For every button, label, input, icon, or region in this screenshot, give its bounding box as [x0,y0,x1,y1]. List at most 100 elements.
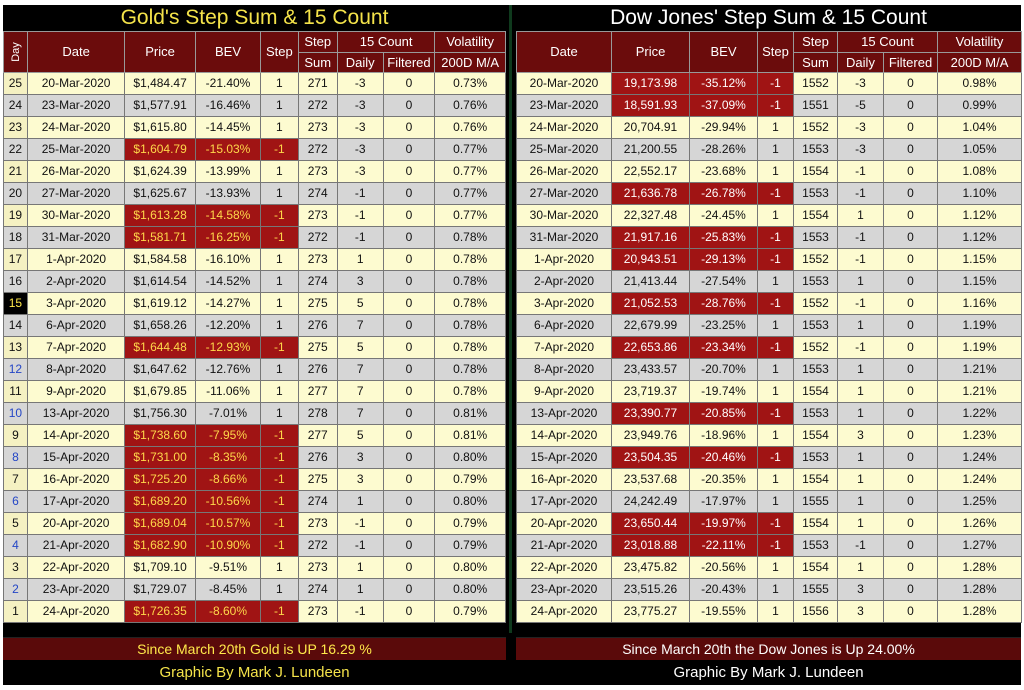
vol-cell: 1.28% [937,578,1023,601]
step-cell: 1 [260,358,299,381]
filtered-cell: 0 [382,72,436,95]
date-cell: 15-Apr-2020 [516,446,612,469]
day-cell: 3 [3,556,28,579]
sum-cell: 275 [297,292,338,315]
date-cell: 8-Apr-2020 [26,358,126,381]
gold-header-volatility-2: 200D M/A [434,52,506,73]
vol-cell: 0.80% [434,556,506,579]
gold-body: 25 20-Mar-2020 $1,484.47 -21.40% 1 271 -3 0 0.73… [3,72,506,623]
gold-header-stepsum-2: Sum [297,52,338,73]
vol-cell: 0.78% [434,336,506,359]
dow-row: 15-Apr-2020 23,504.35 -20.46% -1 1553 1 0 1.24% [516,446,1023,469]
step-cell: 1 [757,270,794,293]
vol-cell: 1.16% [937,292,1023,315]
day-cell: 20 [3,182,28,205]
sum-cell: 278 [297,402,338,425]
filtered-cell: 0 [382,380,436,403]
bev-cell: -35.12% [689,72,758,95]
bev-cell: -17.97% [689,490,758,513]
bev-cell: -27.54% [689,270,758,293]
gold-row: 14 6-Apr-2020 $1,658.26 -12.20% 1 276 7 0 0.78% [3,314,506,337]
gold-panel: Gold's Step Sum & 15 Count Day Date Pric… [3,5,506,685]
sum-cell: 1554 [793,512,838,535]
date-cell: 20-Apr-2020 [516,512,612,535]
dow-header-daily: Daily [837,52,884,73]
filtered-cell: 0 [382,116,436,139]
day-cell: 5 [3,512,28,535]
bev-cell: -28.76% [689,292,758,315]
day-cell: 11 [3,380,28,403]
gold-row: 23 24-Mar-2020 $1,615.80 -14.45% 1 273 -3 0 0.76… [3,116,506,139]
dow-row: 22-Apr-2020 23,475.82 -20.56% 1 1554 1 0 1.28% [516,556,1023,579]
price-cell: $1,613.28 [124,204,196,227]
date-cell: 20-Mar-2020 [26,72,126,95]
step-cell: 1 [260,94,299,117]
gold-header-daily: Daily [336,52,384,73]
step-cell: 1 [260,72,299,95]
vol-cell: 1.28% [937,556,1023,579]
dow-header-15count: 15 Count [836,31,939,53]
price-cell: 20,704.91 [611,116,690,139]
date-cell: 17-Apr-2020 [516,490,612,513]
vol-cell: 1.10% [937,182,1023,205]
price-cell: $1,584.58 [124,248,196,271]
daily-cell: 7 [336,402,384,425]
daily-cell: -1 [336,182,384,205]
daily-cell: -1 [336,600,384,623]
vol-cell: 1.27% [937,534,1023,557]
vol-cell: 0.78% [434,226,506,249]
gold-row: 13 7-Apr-2020 $1,644.48 -12.93% -1 275 5 0 0.78% [3,336,506,359]
dow-row: 8-Apr-2020 23,433.57 -20.70% 1 1553 1 0 1.21% [516,358,1023,381]
vol-cell: 1.26% [937,512,1023,535]
daily-cell: 5 [336,292,384,315]
vol-cell: 1.28% [937,600,1023,623]
price-cell: 21,636.78 [611,182,690,205]
day-cell: 7 [3,468,28,491]
date-cell: 9-Apr-2020 [26,380,126,403]
sum-cell: 276 [297,446,338,469]
bev-cell: -14.45% [194,116,262,139]
dow-header-bev: BEV [689,31,758,73]
step-cell: -1 [260,424,299,447]
step-cell: -1 [260,204,299,227]
step-cell: -1 [260,512,299,535]
sum-cell: 274 [297,578,338,601]
filtered-cell: 0 [882,94,939,117]
bev-cell: -7.01% [194,402,262,425]
daily-cell: -3 [336,94,384,117]
step-cell: -1 [757,182,794,205]
bev-cell: -10.90% [194,534,262,557]
step-cell: 1 [757,358,794,381]
vol-cell: 0.77% [434,204,506,227]
filtered-cell: 0 [382,292,436,315]
date-cell: 6-Apr-2020 [516,314,612,337]
gold-header-day: Day [3,31,28,73]
daily-cell: -1 [336,226,384,249]
vol-cell: 1.21% [937,380,1023,403]
date-cell: 24-Mar-2020 [516,116,612,139]
bev-cell: -16.10% [194,248,262,271]
daily-cell: 5 [336,424,384,447]
bev-cell: -19.55% [689,600,758,623]
sum-cell: 273 [297,160,338,183]
sum-cell: 1552 [793,248,838,271]
daily-cell: 1 [837,358,884,381]
daily-cell: 1 [837,402,884,425]
dow-header-price: Price [611,31,690,73]
dow-row: 13-Apr-2020 23,390.77 -20.85% -1 1553 1 0 1.22% [516,402,1023,425]
bev-cell: -22.11% [689,534,758,557]
filtered-cell: 0 [882,72,939,95]
vol-cell: 0.76% [434,94,506,117]
filtered-cell: 0 [382,94,436,117]
dow-body: 20-Mar-2020 19,173.98 -35.12% -1 1552 -3 0 0.98… [516,72,1023,623]
dow-header-filtered: Filtered [882,52,939,73]
sum-cell: 275 [297,468,338,491]
price-cell: 21,052.53 [611,292,690,315]
filtered-cell: 0 [382,534,436,557]
filtered-cell: 0 [382,358,436,381]
step-cell: 1 [757,424,794,447]
gold-row: 11 9-Apr-2020 $1,679.85 -11.06% 1 277 7 0 0.78% [3,380,506,403]
sum-cell: 1551 [793,94,838,117]
dow-row: 24-Mar-2020 20,704.91 -29.94% 1 1552 -3 0 1.04% [516,116,1023,139]
filtered-cell: 0 [882,578,939,601]
